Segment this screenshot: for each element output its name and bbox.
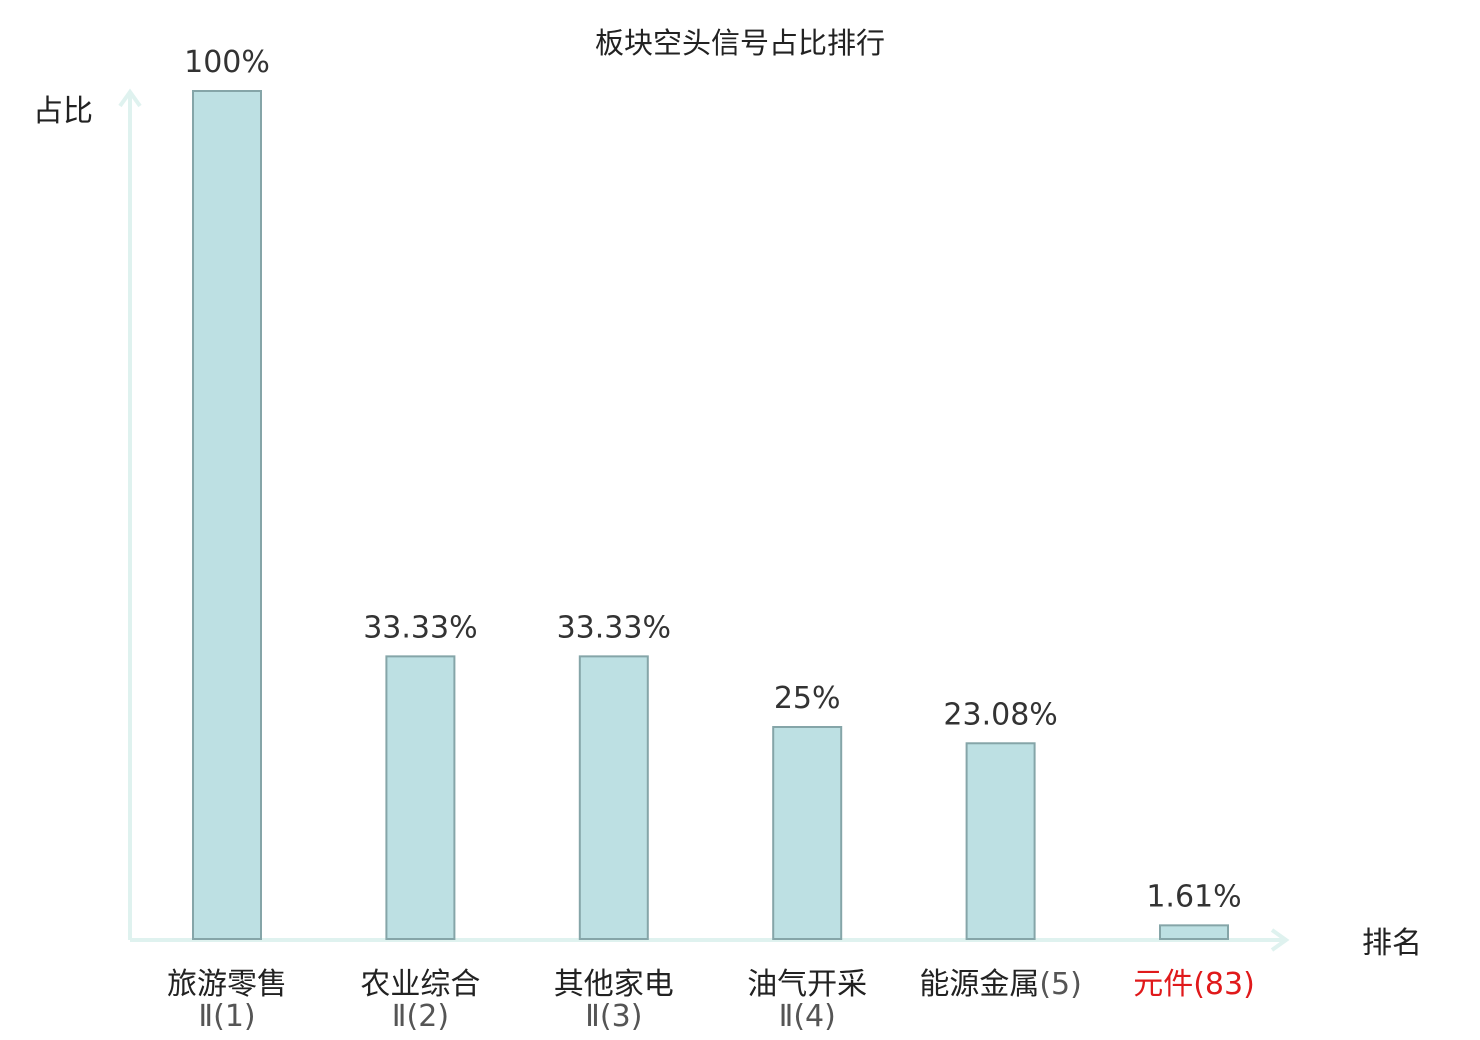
x-tick-rank: (5) [1039,967,1082,1002]
y-axis [118,88,142,940]
bar [772,726,843,940]
x-tick-name: 油气开采 [747,967,867,1002]
x-tick-label: 元件(83) [1133,967,1255,1002]
x-tick-name: 元件 [1133,967,1193,1002]
bar [1159,924,1229,941]
bar [578,655,649,940]
bar-value-label: 23.08% [943,697,1057,732]
bar-value-label: 33.33% [363,610,477,645]
x-tick-rank: Ⅱ(2) [392,999,449,1034]
bar-value-label: 25% [774,681,841,716]
bar [192,90,262,940]
bar-value-label: 33.33% [557,610,671,645]
x-tick-rank: Ⅱ(4) [779,999,836,1034]
bar-value-label: 1.61% [1146,879,1241,914]
x-axis-label: 排名 [1362,926,1422,961]
x-tick-rank: Ⅱ(1) [198,999,255,1034]
x-tick-name: 其他家电 [554,967,674,1002]
x-tick-label: 能源金属(5) [919,967,1082,1002]
x-tick-name: 能源金属 [919,967,1039,1002]
chart-title: 板块空头信号占比排行 [595,26,885,60]
x-axis [130,928,1290,952]
bar [965,742,1036,941]
x-tick-name: 农业综合 [360,967,480,1002]
x-tick-name: 旅游零售 [167,967,287,1002]
y-axis-label: 占比 [33,94,93,129]
x-tick-rank: (83) [1193,967,1255,1002]
x-tick-rank: Ⅱ(3) [585,999,642,1034]
bar-value-label: 100% [184,45,270,80]
bar [385,655,456,940]
